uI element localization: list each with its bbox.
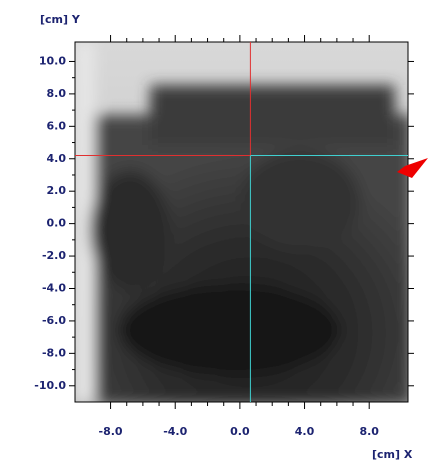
y-tick-label: -8.0: [42, 346, 66, 359]
y-tick-label: 10.0: [39, 54, 66, 67]
x-tick-label: -4.0: [163, 425, 187, 438]
y-tick-label: 6.0: [47, 119, 67, 132]
x-tick-label: 4.0: [295, 425, 315, 438]
y-tick-label: -2.0: [42, 249, 66, 262]
x-tick-label: 8.0: [359, 425, 379, 438]
y-tick-label: 4.0: [47, 152, 67, 165]
y-tick-label: 0.0: [47, 217, 67, 230]
x-tick-label: 0.0: [230, 425, 250, 438]
image: [75, 42, 412, 405]
y-tick-label: 2.0: [47, 184, 67, 197]
x-axis-label: [cm] X: [372, 448, 413, 461]
y-tick-label: 8.0: [47, 87, 67, 100]
y-tick-label: -4.0: [42, 281, 66, 294]
y-tick-label: -10.0: [34, 379, 66, 392]
y-axis-label: [cm] Y: [40, 13, 81, 26]
y-tick-label: -6.0: [42, 314, 66, 327]
x-tick-label: -8.0: [99, 425, 123, 438]
plot-window: [cm] Y [cm] X 10.0 8.0 6.0 4.0 2.0 0.0 -2.0 -4.…: [0, 0, 429, 468]
